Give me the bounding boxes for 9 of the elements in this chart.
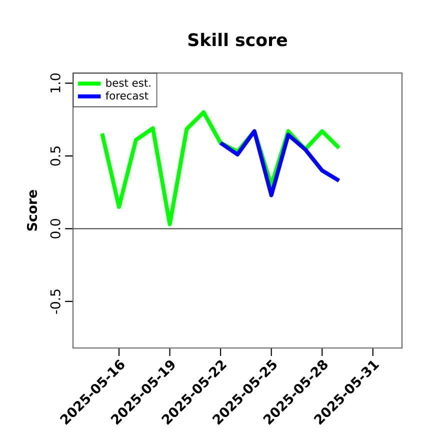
y-axis-title: Score <box>26 190 38 231</box>
y-tick-label: 0.5 <box>50 146 60 166</box>
y-tick-label: -0.5 <box>50 290 60 314</box>
legend-label: best est. <box>106 78 150 87</box>
legend-label: forecast <box>106 91 148 100</box>
y-tick-label: 1.0 <box>50 73 60 92</box>
chart-title: Skill score <box>188 32 287 46</box>
line-series <box>218 129 342 198</box>
y-tick-label: 0.0 <box>50 218 60 238</box>
